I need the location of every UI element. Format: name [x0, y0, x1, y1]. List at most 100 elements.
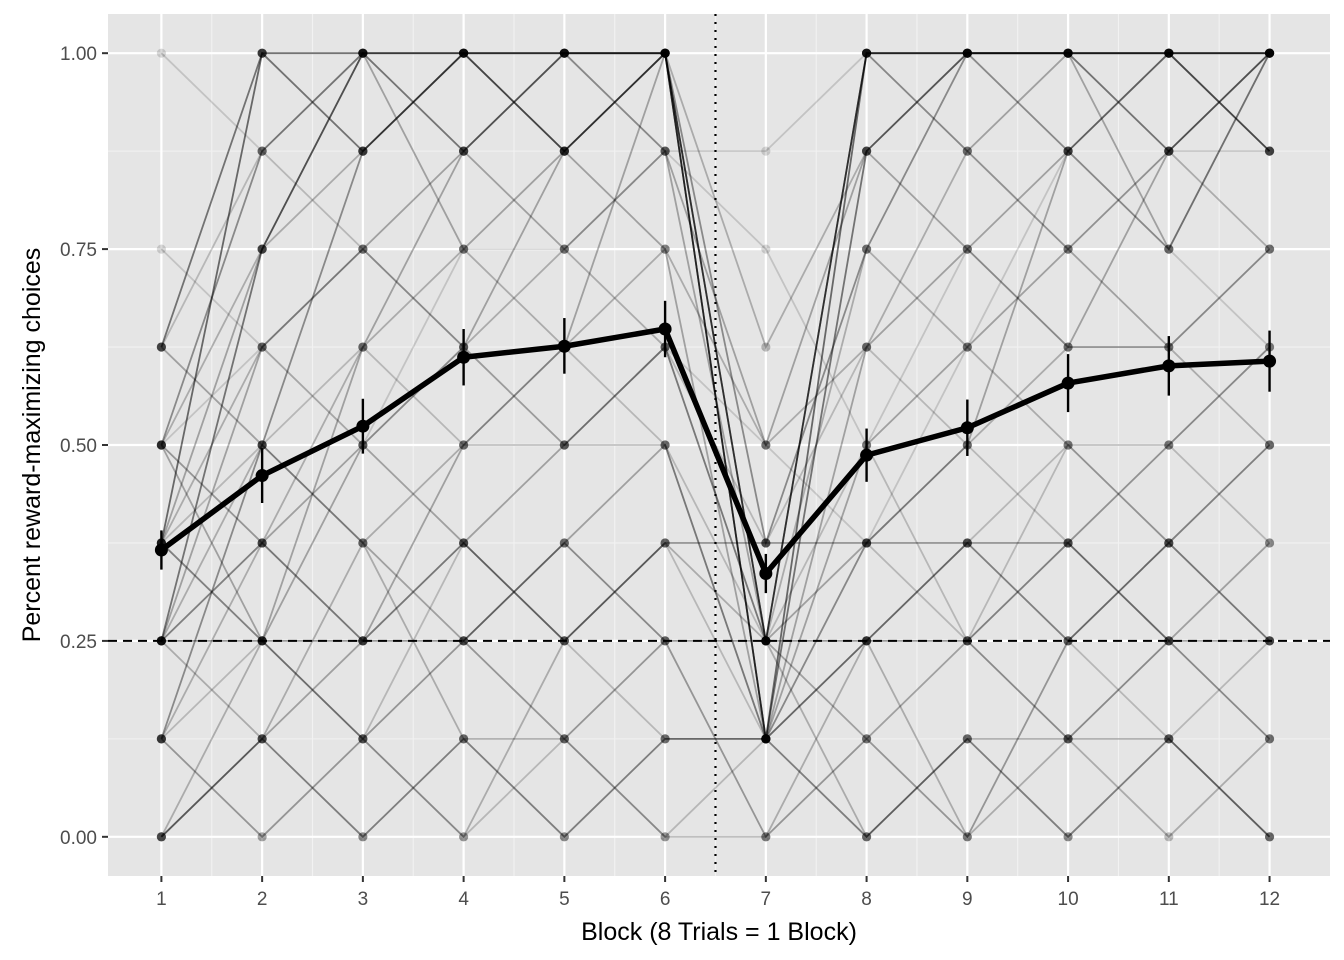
participant-point: [358, 146, 368, 156]
participant-point: [861, 342, 872, 352]
y-tick-label: 0.00: [60, 828, 97, 849]
participant-point: [257, 244, 267, 254]
participant-point: [257, 342, 267, 352]
participant-point: [1164, 538, 1174, 548]
participant-point: [459, 440, 469, 450]
participant-point: [660, 734, 670, 744]
mean-line: [159, 326, 1270, 577]
x-tick-label: 3: [358, 889, 369, 910]
participant-point: [1063, 48, 1073, 58]
participant-point: [1164, 440, 1174, 450]
participant-point: [861, 244, 872, 254]
participant-point: [761, 734, 771, 744]
participant-point: [1063, 538, 1073, 548]
participant-point: [962, 734, 972, 744]
x-tick-label: 9: [962, 889, 973, 910]
participant-point: [1164, 734, 1174, 744]
x-tick-label: 7: [761, 889, 772, 910]
participant-line: [160, 52, 1271, 644]
participant-point: [761, 244, 771, 254]
participant-point: [1164, 244, 1174, 254]
participant-line: [160, 52, 1271, 838]
participant-point: [459, 636, 469, 646]
participant-point: [1264, 146, 1275, 156]
participant-point: [156, 832, 166, 842]
participant-point: [761, 440, 771, 450]
participant-point: [358, 734, 368, 744]
participant-point: [962, 538, 972, 548]
participant-point: [559, 146, 569, 156]
participant-point: [1164, 48, 1174, 58]
participant-point: [861, 538, 872, 548]
participant-line: [160, 345, 1271, 741]
participant-point: [861, 538, 872, 548]
participant-point: [1164, 48, 1174, 58]
participant-point: [358, 636, 368, 646]
participant-point: [559, 734, 569, 744]
participant-point: [459, 440, 469, 450]
participant-point: [156, 832, 166, 842]
mean-point: [658, 322, 672, 336]
participant-point: [459, 244, 469, 254]
mean-point: [960, 421, 974, 435]
participant-point: [761, 636, 771, 646]
participant-point: [156, 342, 166, 352]
participant-point: [459, 734, 469, 744]
participant-point: [459, 244, 469, 254]
participant-point: [257, 146, 267, 156]
participant-point: [459, 440, 469, 450]
participant-point: [962, 832, 972, 842]
participant-point: [459, 538, 469, 548]
participant-point: [761, 538, 771, 548]
participant-point: [358, 734, 368, 744]
participant-line: [160, 443, 1271, 741]
participant-point: [358, 734, 368, 744]
participant-line: [160, 51, 1270, 740]
participant-point: [1264, 832, 1275, 842]
participant-point: [1063, 342, 1073, 352]
participant-point: [861, 538, 872, 548]
participant-point: [1063, 734, 1073, 744]
participant-point: [861, 48, 872, 58]
participant-point: [559, 244, 569, 254]
participant-point: [156, 244, 166, 254]
participant-point: [660, 734, 670, 744]
x-tick-label: 12: [1259, 889, 1280, 910]
participant-point: [1264, 48, 1275, 58]
participant-point: [257, 734, 267, 744]
participant-point: [358, 48, 368, 58]
participant-line: [160, 51, 1271, 642]
participant-point: [861, 832, 872, 842]
participant-point: [761, 734, 771, 744]
participant-point: [962, 146, 972, 156]
participant-point: [257, 734, 267, 744]
participant-point: [1063, 734, 1073, 744]
y-tick-label: 0.25: [60, 632, 97, 653]
participant-point: [962, 832, 972, 842]
participant-point: [1164, 734, 1174, 744]
participant-point: [559, 48, 569, 58]
participant-point: [459, 48, 469, 58]
participant-point: [861, 538, 872, 548]
participant-point: [861, 538, 872, 548]
participant-point: [257, 734, 267, 744]
participant-point: [660, 146, 670, 156]
participant-point: [156, 342, 166, 352]
participant-point: [1164, 48, 1174, 58]
participant-point: [861, 832, 872, 842]
mean-point: [1162, 359, 1176, 373]
participant-point: [761, 538, 771, 548]
participant-point: [358, 538, 368, 548]
participant-point: [1264, 832, 1275, 842]
x-tick-label: 4: [458, 889, 469, 910]
participant-point: [358, 48, 368, 58]
participant-point: [559, 440, 569, 450]
y-axis-title: Percent reward-maximizing choices: [18, 248, 46, 643]
participant-point: [660, 440, 670, 450]
participant-point: [1264, 48, 1275, 58]
participant-point: [1164, 832, 1174, 842]
participant-point: [257, 244, 267, 254]
participant-point: [1164, 538, 1174, 548]
participant-point: [861, 342, 872, 352]
participant-point: [1164, 440, 1174, 450]
